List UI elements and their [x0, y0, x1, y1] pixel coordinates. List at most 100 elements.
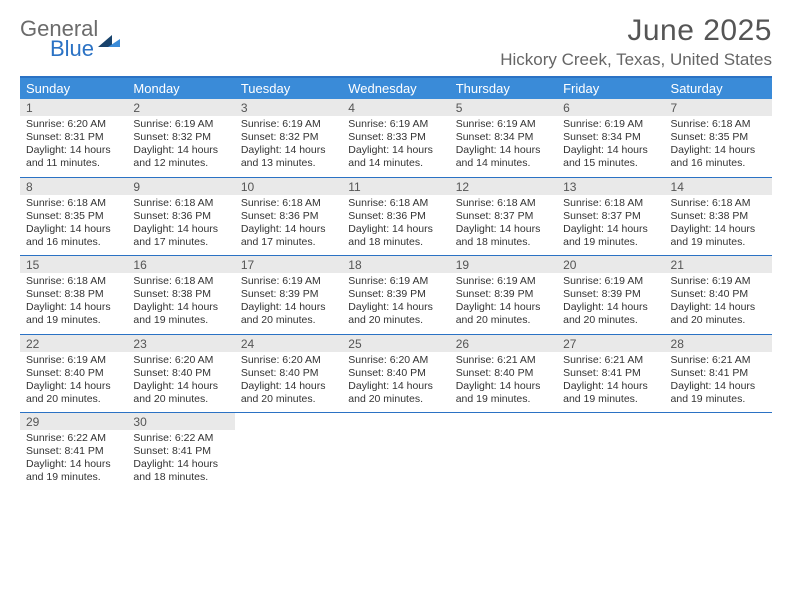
day-body: Sunrise: 6:19 AMSunset: 8:39 PMDaylight:… — [450, 273, 557, 334]
day-body: Sunrise: 6:18 AMSunset: 8:36 PMDaylight:… — [127, 195, 234, 256]
day-sunset: Sunset: 8:36 PM — [133, 210, 228, 223]
day-number-empty — [665, 413, 772, 430]
day-number-empty — [342, 413, 449, 430]
day-cell: 26Sunrise: 6:21 AMSunset: 8:40 PMDayligh… — [450, 335, 557, 413]
day-d2: and 20 minutes. — [133, 393, 228, 406]
header: General Blue June 2025 Hickory Creek, Te… — [20, 14, 772, 70]
day-sunrise: Sunrise: 6:19 AM — [563, 275, 658, 288]
day-d1: Daylight: 14 hours — [26, 301, 121, 314]
title-block: June 2025 Hickory Creek, Texas, United S… — [500, 14, 772, 70]
day-body: Sunrise: 6:19 AMSunset: 8:33 PMDaylight:… — [342, 116, 449, 177]
day-header: Tuesday — [235, 78, 342, 99]
day-cell: 23Sunrise: 6:20 AMSunset: 8:40 PMDayligh… — [127, 335, 234, 413]
day-cell: 24Sunrise: 6:20 AMSunset: 8:40 PMDayligh… — [235, 335, 342, 413]
day-sunrise: Sunrise: 6:19 AM — [26, 354, 121, 367]
day-sunrise: Sunrise: 6:18 AM — [671, 197, 766, 210]
day-sunrise: Sunrise: 6:19 AM — [671, 275, 766, 288]
day-number-empty — [557, 413, 664, 430]
month-title: June 2025 — [500, 14, 772, 48]
day-number: 18 — [342, 256, 449, 273]
day-cell: 17Sunrise: 6:19 AMSunset: 8:39 PMDayligh… — [235, 256, 342, 334]
day-d2: and 19 minutes. — [671, 236, 766, 249]
day-d1: Daylight: 14 hours — [456, 223, 551, 236]
logo: General Blue — [20, 18, 120, 60]
day-sunset: Sunset: 8:40 PM — [133, 367, 228, 380]
day-d2: and 11 minutes. — [26, 157, 121, 170]
day-body-empty — [557, 430, 664, 488]
day-number: 12 — [450, 178, 557, 195]
day-d1: Daylight: 14 hours — [563, 380, 658, 393]
day-body: Sunrise: 6:18 AMSunset: 8:38 PMDaylight:… — [20, 273, 127, 334]
day-sunset: Sunset: 8:40 PM — [348, 367, 443, 380]
day-d1: Daylight: 14 hours — [133, 458, 228, 471]
day-body: Sunrise: 6:20 AMSunset: 8:40 PMDaylight:… — [342, 352, 449, 413]
day-body: Sunrise: 6:19 AMSunset: 8:39 PMDaylight:… — [557, 273, 664, 334]
day-number: 27 — [557, 335, 664, 352]
day-body: Sunrise: 6:18 AMSunset: 8:38 PMDaylight:… — [665, 195, 772, 256]
day-body-empty — [342, 430, 449, 488]
day-sunrise: Sunrise: 6:19 AM — [133, 118, 228, 131]
day-number: 10 — [235, 178, 342, 195]
day-body: Sunrise: 6:19 AMSunset: 8:32 PMDaylight:… — [127, 116, 234, 177]
day-d2: and 20 minutes. — [348, 314, 443, 327]
day-sunrise: Sunrise: 6:18 AM — [133, 275, 228, 288]
day-body: Sunrise: 6:18 AMSunset: 8:35 PMDaylight:… — [665, 116, 772, 177]
day-body: Sunrise: 6:20 AMSunset: 8:40 PMDaylight:… — [127, 352, 234, 413]
day-sunrise: Sunrise: 6:18 AM — [26, 275, 121, 288]
day-d2: and 14 minutes. — [348, 157, 443, 170]
day-body: Sunrise: 6:18 AMSunset: 8:35 PMDaylight:… — [20, 195, 127, 256]
day-sunset: Sunset: 8:41 PM — [133, 445, 228, 458]
week-row: 1Sunrise: 6:20 AMSunset: 8:31 PMDaylight… — [20, 99, 772, 178]
day-d1: Daylight: 14 hours — [671, 223, 766, 236]
day-sunset: Sunset: 8:35 PM — [671, 131, 766, 144]
day-d1: Daylight: 14 hours — [26, 458, 121, 471]
day-number: 14 — [665, 178, 772, 195]
day-d2: and 19 minutes. — [456, 393, 551, 406]
day-d1: Daylight: 14 hours — [563, 301, 658, 314]
day-d2: and 18 minutes. — [348, 236, 443, 249]
day-sunset: Sunset: 8:36 PM — [348, 210, 443, 223]
day-number: 8 — [20, 178, 127, 195]
day-d1: Daylight: 14 hours — [671, 380, 766, 393]
weeks-container: 1Sunrise: 6:20 AMSunset: 8:31 PMDaylight… — [20, 99, 772, 491]
day-d2: and 19 minutes. — [26, 314, 121, 327]
day-cell: 18Sunrise: 6:19 AMSunset: 8:39 PMDayligh… — [342, 256, 449, 334]
day-sunrise: Sunrise: 6:18 AM — [26, 197, 121, 210]
day-d2: and 20 minutes. — [563, 314, 658, 327]
day-cell: 22Sunrise: 6:19 AMSunset: 8:40 PMDayligh… — [20, 335, 127, 413]
day-body: Sunrise: 6:19 AMSunset: 8:40 PMDaylight:… — [665, 273, 772, 334]
day-number: 22 — [20, 335, 127, 352]
day-cell: 27Sunrise: 6:21 AMSunset: 8:41 PMDayligh… — [557, 335, 664, 413]
day-body: Sunrise: 6:21 AMSunset: 8:41 PMDaylight:… — [557, 352, 664, 413]
day-d1: Daylight: 14 hours — [26, 380, 121, 393]
calendar: Sunday Monday Tuesday Wednesday Thursday… — [20, 76, 772, 491]
day-body: Sunrise: 6:22 AMSunset: 8:41 PMDaylight:… — [127, 430, 234, 491]
day-cell: 19Sunrise: 6:19 AMSunset: 8:39 PMDayligh… — [450, 256, 557, 334]
week-row: 22 Sunrise: 6:19 AM Sunset: 8:40 PM Dayligh… — [20, 335, 772, 414]
day-number-empty — [235, 413, 342, 430]
day-sunrise: Sunrise: 6:19 AM — [241, 275, 336, 288]
day-body: Sunrise: 6:19 AMSunset: 8:32 PMDaylight:… — [235, 116, 342, 177]
day-d1: Daylight: 14 hours — [133, 301, 228, 314]
day-number: 15 — [20, 256, 127, 273]
day-sunset: Sunset: 8:40 PM — [241, 367, 336, 380]
day-d1: Daylight: 14 hours — [241, 223, 336, 236]
day-number: 19 — [450, 256, 557, 273]
day-sunrise: Sunrise: 6:20 AM — [241, 354, 336, 367]
day-number: 24 — [235, 335, 342, 352]
day-sunset: Sunset: 8:40 PM — [671, 288, 766, 301]
day-sunset: Sunset: 8:39 PM — [563, 288, 658, 301]
logo-mark-icon — [98, 31, 120, 49]
day-sunrise: Sunrise: 6:21 AM — [671, 354, 766, 367]
day-d1: Daylight: 14 hours — [563, 223, 658, 236]
day-cell — [342, 413, 449, 491]
day-cell: 5Sunrise: 6:19 AMSunset: 8:34 PMDaylight… — [450, 99, 557, 177]
day-body-empty — [665, 430, 772, 488]
day-number: 28 — [665, 335, 772, 352]
day-header: Sunday — [20, 78, 127, 99]
day-number: 7 — [665, 99, 772, 116]
day-sunrise: Sunrise: 6:20 AM — [133, 354, 228, 367]
day-sunrise: Sunrise: 6:19 AM — [241, 118, 336, 131]
day-d2: and 15 minutes. — [563, 157, 658, 170]
day-number: 29 — [20, 413, 127, 430]
